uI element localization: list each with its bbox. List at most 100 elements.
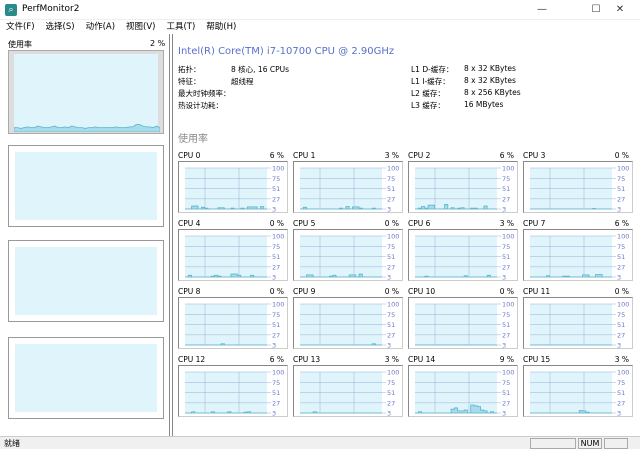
cpu-card: CPU 1 3 % 100 75 51 27 3 (293, 151, 403, 215)
tick-label: 75 (617, 175, 625, 183)
tick-label: 3 (617, 274, 621, 281)
cpu-percent: 3 % (614, 355, 629, 364)
tick-label: 100 (272, 233, 284, 241)
tick-label: 3 (502, 410, 506, 417)
cpu-card: CPU 10 0 % 100 75 51 27 3 (408, 287, 518, 351)
maximize-button[interactable]: ☐ (591, 4, 601, 15)
cpu-percent: 6 % (614, 219, 629, 228)
cpu-label: CPU 14 (408, 355, 436, 364)
menu-view[interactable]: 视图(V) (126, 22, 156, 32)
cpu-card: CPU 7 6 % 100 75 51 27 3 (523, 219, 633, 283)
usage-area (415, 203, 497, 210)
tick-label: 100 (617, 301, 629, 309)
cpu-card: CPU 3 0 % 100 75 51 27 3 (523, 151, 633, 215)
tick-label: 51 (502, 389, 510, 397)
usage-percent: 2 % (150, 39, 166, 48)
cpu-label: CPU 8 (178, 287, 201, 296)
cpu-card: CPU 13 3 % 100 75 51 27 3 (293, 355, 403, 419)
usage-area (530, 274, 612, 278)
tick-label: 27 (617, 399, 625, 407)
window-title: PerfMonitor2 (22, 4, 80, 14)
tick-label: 51 (272, 185, 280, 193)
cpu-sparkline: 100 75 51 27 3 (185, 369, 284, 416)
cpu-label: CPU 12 (178, 355, 206, 364)
status-pane (530, 438, 576, 449)
cpu-percent: 9 % (499, 355, 514, 364)
menu-tools[interactable]: 工具(T) (166, 22, 196, 32)
tick-label: 100 (502, 369, 514, 377)
tick-label: 100 (617, 233, 629, 241)
resource-thumbnail[interactable] (8, 337, 164, 419)
tick-label: 75 (617, 311, 625, 319)
tick-label: 51 (272, 321, 280, 329)
tick-label: 100 (502, 165, 514, 173)
cpu-sparkline: 100 75 51 27 3 (185, 165, 284, 212)
tick-label: 100 (502, 233, 514, 241)
info-value: 8 核心, 16 CPUs (231, 65, 290, 74)
cpu-percent: 3 % (384, 151, 399, 160)
tick-label: 51 (502, 185, 510, 193)
cpu-label: CPU 5 (293, 219, 316, 228)
cpu-label: CPU 2 (408, 151, 431, 160)
close-button[interactable]: ✕ (615, 4, 625, 15)
tick-label: 75 (502, 175, 510, 183)
cpu-label: CPU 1 (293, 151, 316, 160)
tick-label: 51 (387, 389, 395, 397)
cpu-sparkline: 100 75 51 27 3 (530, 233, 629, 281)
cpu-label: CPU 10 (408, 287, 436, 296)
cpu-card: CPU 9 0 % 100 75 51 27 3 (293, 287, 403, 351)
cpu-sparkline: 100 75 51 27 3 (185, 301, 284, 349)
tick-label: 75 (272, 311, 280, 319)
tick-label: 27 (387, 331, 395, 339)
status-pane (604, 438, 628, 449)
tick-label: 3 (387, 274, 391, 281)
cpu-card: CPU 15 3 % 100 75 51 27 3 (523, 355, 633, 419)
usage-area (185, 411, 267, 414)
cpu-sparkline: 100 75 51 27 3 (530, 369, 629, 416)
minimize-button[interactable]: — (537, 4, 547, 15)
tick-label: 27 (272, 195, 280, 203)
cpu-card: CPU 6 3 % 100 75 51 27 3 (408, 219, 518, 283)
cpu-name: Intel(R) Core(TM) i7-10700 CPU @ 2.90GHz (178, 46, 395, 57)
info-key: 特征： (178, 77, 201, 86)
tick-label: 27 (272, 399, 280, 407)
tick-label: 27 (617, 195, 625, 203)
tick-label: 51 (387, 185, 395, 193)
cpu-percent: 0 % (614, 287, 629, 296)
tick-label: 27 (502, 263, 510, 271)
cache-key: L1 D-缓存： (411, 65, 454, 74)
cpu-card: CPU 0 6 % 100 75 51 27 3 (178, 151, 288, 215)
resource-list-panel: 使用率 2 % (0, 34, 170, 436)
cpu-label: CPU 9 (293, 287, 316, 296)
tick-label: 27 (502, 331, 510, 339)
tick-label: 3 (617, 342, 621, 349)
tick-label: 27 (502, 399, 510, 407)
menu-file[interactable]: 文件(F) (6, 22, 35, 32)
usage-section-title: 使用率 (178, 134, 208, 145)
cpu-card: CPU 12 6 % 100 75 51 27 3 (178, 355, 288, 419)
cpu-sparkline: 100 75 51 27 3 (530, 301, 629, 349)
tick-label: 51 (502, 321, 510, 329)
menu-action[interactable]: 动作(A) (85, 22, 116, 32)
tick-label: 75 (502, 311, 510, 319)
tick-label: 75 (272, 175, 280, 183)
usage-area (300, 273, 382, 278)
tick-label: 51 (272, 253, 280, 261)
cpu-sparkline: 100 75 51 27 3 (530, 165, 629, 212)
resource-thumbnail[interactable] (8, 240, 164, 322)
cpu-percent: 6 % (269, 355, 284, 364)
num-lock-indicator: NUM (578, 438, 602, 449)
menu-bar: 文件(F) 选择(S) 动作(A) 视图(V) 工具(T) 帮助(H) (0, 20, 640, 34)
usage-area (300, 343, 382, 346)
resource-thumbnail[interactable] (8, 145, 164, 227)
tick-label: 3 (272, 342, 276, 349)
tick-label: 75 (387, 379, 395, 387)
menu-select[interactable]: 选择(S) (45, 22, 75, 32)
cpu-usage-thumbnail[interactable] (8, 50, 164, 134)
menu-help[interactable]: 帮助(H) (206, 22, 237, 32)
tick-label: 27 (272, 263, 280, 271)
cpu-sparkline: 100 75 51 27 3 (415, 233, 514, 280)
tick-label: 75 (617, 379, 625, 387)
tick-label: 75 (387, 243, 395, 251)
usage-area (185, 273, 267, 278)
